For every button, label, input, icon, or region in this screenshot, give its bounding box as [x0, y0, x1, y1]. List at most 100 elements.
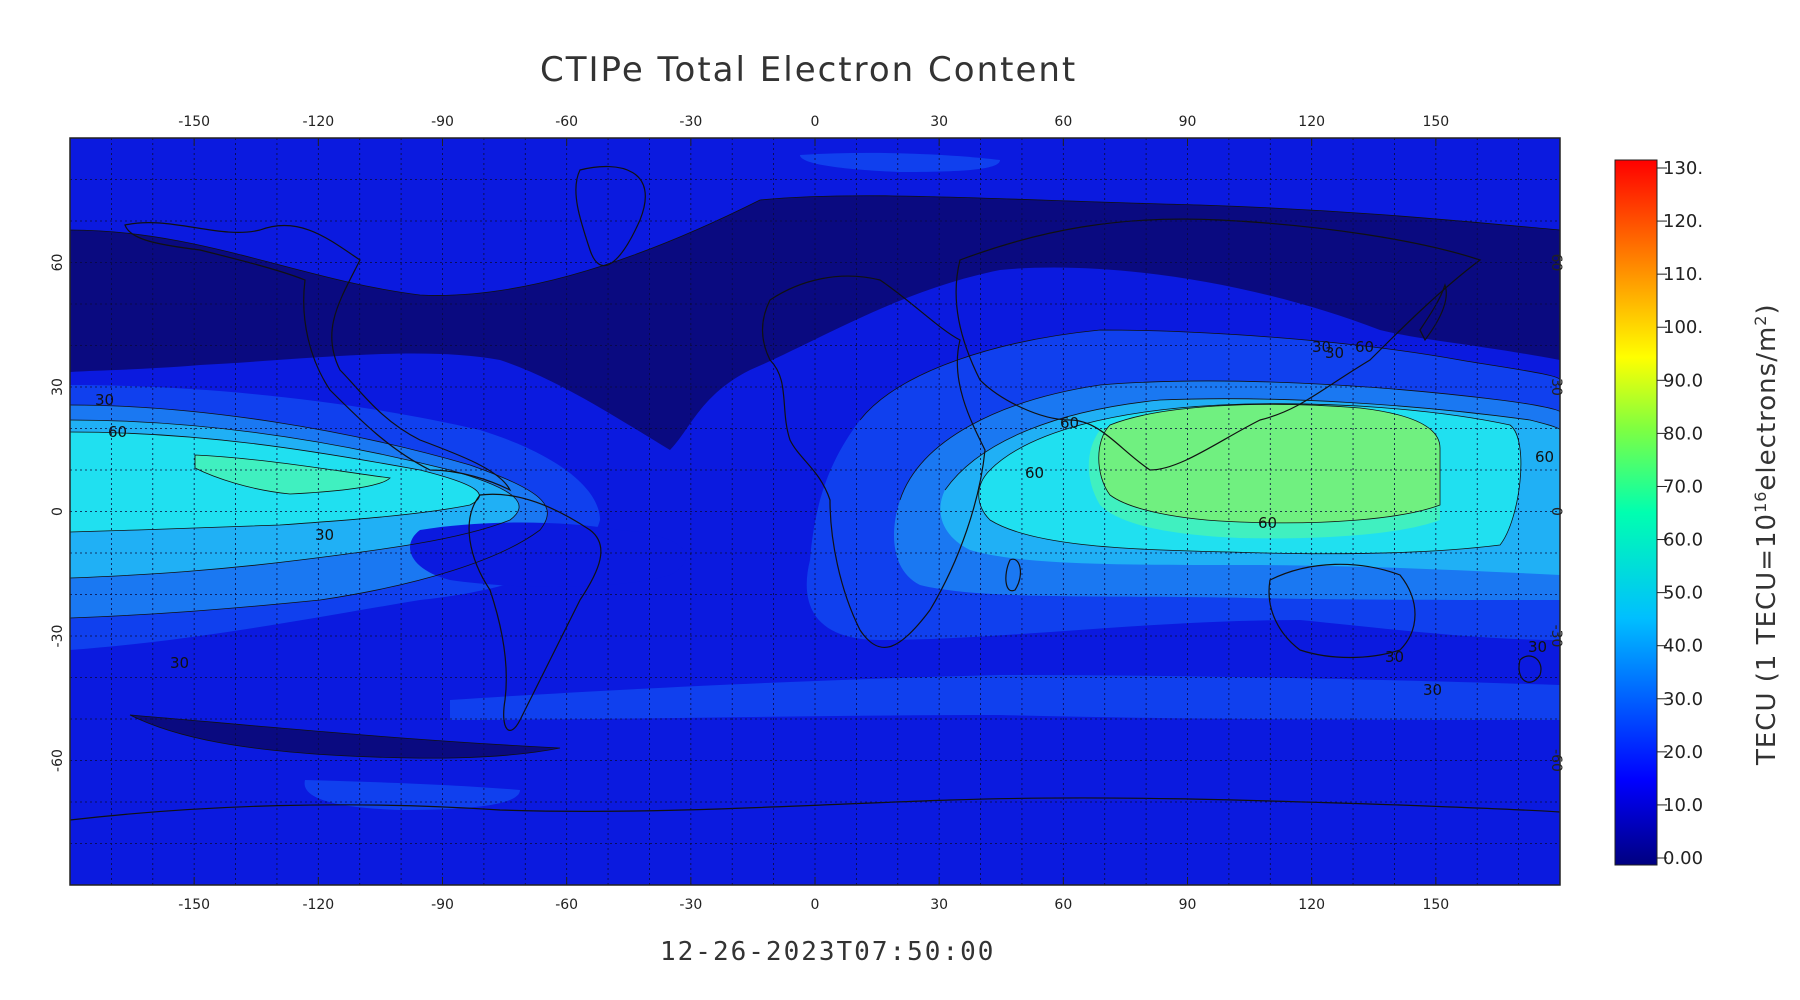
lat-tick-label-left: 30 [50, 378, 66, 396]
contour-line-10-north [70, 195, 1560, 296]
lon-tick-label-bottom: -60 [555, 897, 578, 913]
colorbar-tick-label: 70.0 [1663, 476, 1703, 497]
contour-line-30-asia [899, 380, 1560, 501]
colorbar-tick-label: 120. [1663, 211, 1703, 232]
south-america-coast [468, 493, 602, 731]
lat-tick-label-right: -30 [1548, 625, 1564, 648]
contour-line-60-west [194, 454, 391, 495]
colorbar-title: TECU (1 TECU=1016electrons/m2) [1751, 303, 1783, 766]
colorbar-tick-label: 20.0 [1663, 742, 1703, 763]
lon-tick-label-bottom: 60 [1054, 897, 1072, 913]
colorbar-tick-label: 110. [1663, 264, 1703, 285]
contour-labels: 30 60 30 30 60 60 60 30 30 30 30 60 60 3… [95, 338, 1554, 699]
contour-line-50-west [70, 431, 480, 533]
antarctica-coast [70, 797, 1560, 821]
colorbar-title-middle: electrons/m [1752, 326, 1782, 491]
contour-label: 60 [1535, 448, 1554, 466]
lon-tick-label-bottom: 0 [811, 897, 820, 913]
colorbar-ticks: 130. 120. 110. 100. 90.0 80.0 70.0 60.0 50.0 40.0… [1657, 158, 1703, 869]
lat-tick-label-right: 0 [1548, 507, 1564, 516]
lon-tick-label-top: -120 [302, 114, 334, 130]
lon-tick-label-bottom: -150 [178, 897, 210, 913]
new-zealand-coast [1518, 655, 1542, 683]
tec-arctic-band [800, 152, 1000, 172]
lat-tick-label-left: 0 [50, 507, 66, 516]
lon-tick-label-top: -150 [178, 114, 210, 130]
lon-tick-label-top: 0 [811, 114, 820, 130]
colorbar-tick-label: 90.0 [1663, 370, 1703, 391]
colorbar-tick-label: 0.00 [1663, 848, 1703, 869]
contour-label: 30 [1385, 648, 1404, 666]
contour-label: 30 [1312, 338, 1331, 356]
lon-tick-label-bottom: 150 [1422, 897, 1449, 913]
lon-tick-label-bottom: 120 [1298, 897, 1325, 913]
asia-coast [955, 218, 1482, 471]
greenland-coast [575, 165, 646, 267]
colorbar-tick-label: 100. [1663, 317, 1703, 338]
lon-tick-label-top: -60 [555, 114, 578, 130]
lon-tick-label-top: 60 [1054, 114, 1072, 130]
colorbar-tick-label: 30.0 [1663, 689, 1703, 710]
europe-africa-coast [761, 275, 986, 648]
contour-label: 30 [1423, 681, 1442, 699]
lat-tick-label-right: -60 [1548, 749, 1564, 772]
tec-asia-region-70 [1098, 404, 1440, 523]
contour-line-20-africa [859, 329, 1560, 421]
coastlines [70, 165, 1560, 821]
lon-tick-label-top: -30 [679, 114, 702, 130]
colorbar-tick-label: 10.0 [1663, 795, 1703, 816]
lon-tick-label-bottom: 90 [1179, 897, 1197, 913]
north-america-coast [124, 221, 512, 492]
contour-label: 30 [1528, 638, 1547, 656]
lon-tick-label-top: 150 [1422, 114, 1449, 130]
contour-line-40-west [70, 419, 520, 579]
colorbar-title-square: 2 [1751, 315, 1770, 326]
lon-tick-label-bottom: 30 [930, 897, 948, 913]
tec-south-band-20 [304, 780, 520, 810]
contour-line-10-south [129, 714, 561, 759]
contour-label: 30 [315, 526, 334, 544]
lat-tick-label-right: 60 [1548, 254, 1564, 272]
lon-tick-label-bottom: -90 [431, 897, 454, 913]
contour-line-40-asia [944, 398, 1560, 491]
axis-ticks: -150-150-120-120-90-90-60-60-30-30003030… [50, 114, 1564, 913]
lon-tick-label-top: 120 [1298, 114, 1325, 130]
contour-label: 30 [95, 391, 114, 409]
lon-tick-label-top: -90 [431, 114, 454, 130]
colorbar-gradient [1614, 159, 1658, 866]
tec-south-dark-band [130, 715, 560, 759]
contour-label: 60 [108, 423, 127, 441]
colorbar-tick-label: 60.0 [1663, 530, 1703, 551]
grid-lines [70, 138, 1560, 885]
colorbar-title-exponent: 16 [1751, 491, 1770, 513]
lon-tick-label-top: 90 [1179, 114, 1197, 130]
lat-tick-label-right: 30 [1548, 378, 1564, 396]
colorbar: 130. 120. 110. 100. 90.0 80.0 70.0 60.0 50.0 40.0… [1614, 158, 1783, 869]
contour-lines [70, 195, 1560, 759]
tec-west-region-60 [195, 455, 390, 494]
lon-tick-label-bottom: -30 [679, 897, 702, 913]
contour-label: 60 [1355, 338, 1374, 356]
contour-label: 60 [1258, 514, 1277, 532]
contour-label: 60 [1060, 414, 1079, 432]
contour-label: 60 [1025, 464, 1044, 482]
contour-line-70-asia [1098, 403, 1441, 524]
contour-line-30-west [70, 404, 548, 619]
lon-tick-label-bottom: -120 [302, 897, 334, 913]
lat-tick-label-left: -30 [50, 625, 66, 648]
map-title: CTIPe Total Electron Content [540, 50, 1078, 90]
lon-tick-label-top: 30 [930, 114, 948, 130]
lat-tick-label-left: -60 [50, 749, 66, 772]
timestamp: 12-26-2023T07:50:00 [660, 937, 996, 967]
colorbar-title-prefix: TECU (1 TECU=10 [1752, 513, 1782, 766]
colorbar-tick-label: 50.0 [1663, 583, 1703, 604]
colorbar-tick-label: 130. [1663, 158, 1703, 179]
colorbar-tick-label: 40.0 [1663, 636, 1703, 657]
contour-label: 30 [170, 654, 189, 672]
colorbar-tick-label: 80.0 [1663, 423, 1703, 444]
contour-label: 30 [1325, 344, 1344, 362]
tec-south-region-25 [450, 675, 1560, 720]
japan-coast [1419, 283, 1447, 342]
colorbar-title-suffix: ) [1752, 303, 1782, 314]
